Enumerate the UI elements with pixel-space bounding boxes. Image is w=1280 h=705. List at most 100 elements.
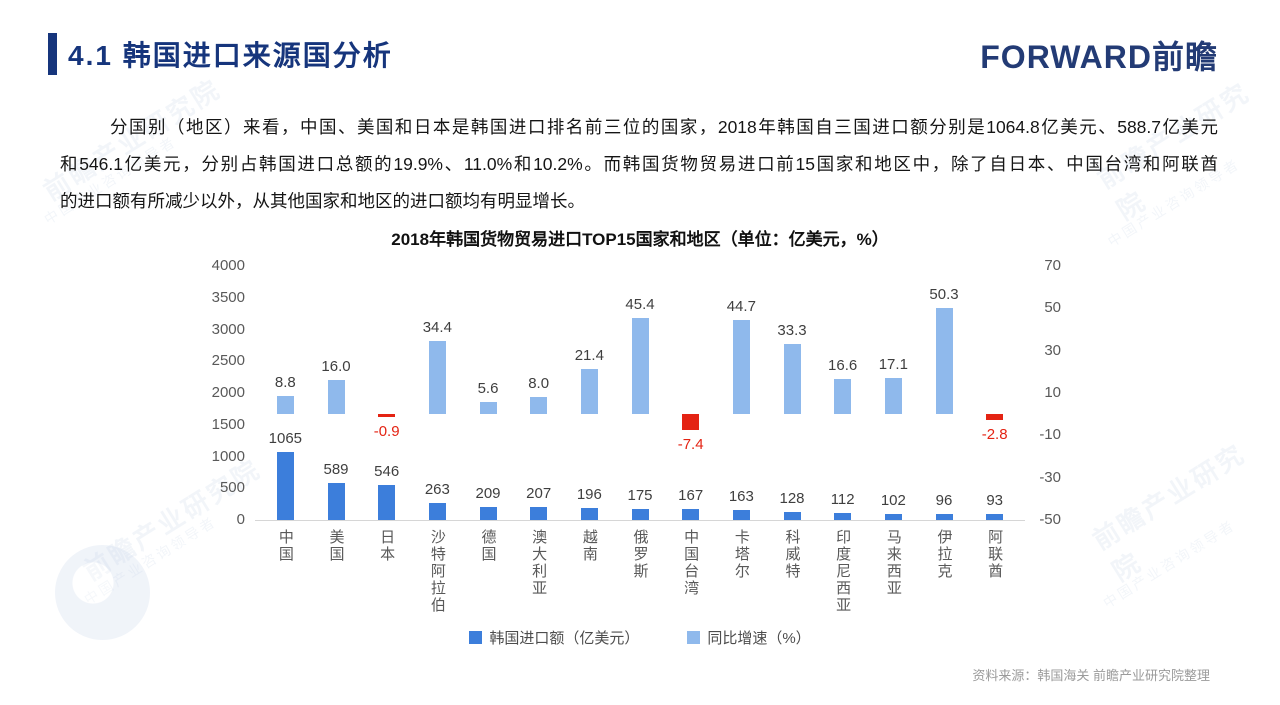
- import-bar: [378, 485, 396, 520]
- import-bar: [580, 507, 598, 520]
- growth-bar: [732, 319, 750, 415]
- import-bar: [935, 513, 953, 520]
- growth-value-label: 8.8: [274, 373, 296, 391]
- import-value-label: 102: [880, 491, 906, 509]
- import-value-label: 589: [323, 460, 349, 478]
- legend-swatch-imports: [469, 631, 483, 644]
- category-label: 沙特阿拉伯: [428, 529, 446, 614]
- growth-bar: [935, 307, 953, 415]
- growth-value-label: 45.4: [625, 296, 655, 314]
- growth-value-label: -7.4: [677, 435, 704, 453]
- legend-label-growth: 同比增速（%）: [707, 630, 811, 647]
- body-paragraph: 分国别（地区）来看，中国、美国和日本是韩国进口排名前三位的国家，2018年韩国自…: [60, 109, 1218, 220]
- import-bar: [682, 509, 700, 520]
- growth-bar-negative: [378, 414, 396, 417]
- paragraph-line: 分国别（地区）来看，中国、美国和日本是韩国进口排名前三位的国家，2018年韩国自…: [110, 117, 1218, 137]
- watermark-text: 前瞻产业研究院: [1087, 437, 1251, 588]
- import-value-label: 196: [576, 485, 602, 503]
- growth-value-label: 33.3: [777, 321, 807, 339]
- import-bar: [783, 511, 801, 520]
- growth-value-label: 50.3: [929, 285, 959, 303]
- growth-bar: [428, 341, 446, 415]
- right-axis-tick: 10: [1044, 384, 1061, 401]
- category-label: 澳大利亚: [530, 529, 548, 597]
- import-bar: [479, 506, 497, 520]
- chart-title: 2018年韩国货物贸易进口TOP15国家和地区（单位：亿美元，%）: [391, 230, 889, 249]
- import-bar: [530, 506, 548, 520]
- watermark-right-middle: 前瞻产业研究院 中国产业咨询领导者: [1087, 438, 1280, 611]
- growth-bar-negative: [682, 414, 700, 430]
- import-bar: [884, 513, 902, 520]
- category-label: 中国台湾: [682, 529, 700, 597]
- category-label: 俄罗斯: [631, 529, 649, 580]
- page-title: 4.1 韩国进口来源国分析: [68, 40, 393, 71]
- watermark-logo-circle: [55, 545, 150, 640]
- import-value-label: 207: [526, 484, 552, 502]
- growth-value-label: 16.6: [828, 357, 858, 375]
- category-label: 日本: [378, 529, 396, 563]
- category-label: 卡塔尔: [732, 529, 750, 580]
- left-axis-tick: 0: [236, 511, 245, 528]
- right-axis-tick: -50: [1039, 511, 1061, 528]
- bar-chart: 4000 3500 3000 2500 2000 1500 1000 500 0 70 50 30 10…: [195, 250, 1095, 645]
- import-value-label: 175: [627, 486, 653, 504]
- left-axis-tick: 3500: [211, 288, 245, 306]
- watermark-text: 中国产业咨询领导者: [1100, 516, 1239, 612]
- paragraph-line: 的进口额有所减少以外，从其他国家和地区的进口额均有明显增长。: [60, 191, 585, 211]
- import-bar: [276, 452, 294, 520]
- category-label: 印度尼西亚: [834, 529, 852, 614]
- category-label: 阿联酋: [986, 529, 1004, 580]
- import-bar: [428, 503, 446, 520]
- legend-item-growth: 同比增速（%）: [687, 627, 811, 648]
- left-axis-tick: 4000: [211, 257, 245, 274]
- import-value-label: 128: [779, 489, 805, 507]
- growth-value-label: 5.6: [477, 380, 499, 398]
- growth-bar: [580, 368, 598, 415]
- import-bar: [986, 514, 1004, 520]
- growth-bar: [834, 379, 852, 415]
- growth-bar: [884, 377, 902, 415]
- category-label: 越南: [580, 529, 598, 563]
- growth-bar-negative: [986, 414, 1004, 421]
- growth-value-label: 16.0: [321, 358, 351, 376]
- growth-value-label: 17.1: [878, 355, 908, 373]
- right-axis-tick: 30: [1044, 341, 1061, 359]
- import-value-label: 1065: [268, 430, 303, 448]
- left-axis-tick: 500: [219, 479, 245, 497]
- category-label: 马来西亚: [884, 529, 902, 597]
- import-value-label: 96: [935, 491, 953, 509]
- import-bar: [327, 482, 345, 520]
- import-value-label: 167: [678, 487, 704, 505]
- category-label: 中国: [276, 529, 294, 563]
- import-value-label: 546: [374, 463, 400, 481]
- right-axis-tick: -10: [1039, 426, 1061, 444]
- category-label: 美国: [327, 529, 345, 563]
- growth-value-label: -0.9: [373, 422, 400, 440]
- right-axis-tick: -30: [1039, 468, 1061, 486]
- category-label: 伊拉克: [935, 529, 953, 580]
- import-value-label: 112: [830, 490, 855, 508]
- growth-value-label: 34.4: [422, 319, 452, 337]
- import-value-label: 93: [986, 492, 1003, 510]
- import-bar: [631, 508, 649, 520]
- left-axis-tick: 2000: [211, 384, 245, 401]
- growth-bar: [327, 380, 345, 415]
- chart-legend: 韩国进口额（亿美元） 同比增速（%）: [0, 627, 1280, 648]
- growth-value-label: 21.4: [574, 346, 604, 364]
- growth-value-label: -2.8: [981, 426, 1008, 444]
- growth-bar: [276, 395, 294, 415]
- legend-item-imports: 韩国进口额（亿美元）: [469, 627, 639, 648]
- legend-label-imports: 韩国进口额（亿美元）: [489, 630, 640, 647]
- import-value-label: 163: [728, 487, 754, 505]
- category-label: 德国: [479, 529, 497, 563]
- growth-bar: [479, 402, 497, 415]
- growth-bar: [530, 397, 548, 415]
- data-source-note: 资料来源：韩国海关 前瞻产业研究院整理: [972, 668, 1210, 683]
- right-axis-tick: 70: [1044, 257, 1061, 274]
- forward-logo: FORWARD前瞻: [980, 39, 1218, 75]
- import-value-label: 263: [424, 481, 450, 499]
- title-accent-bar: [48, 33, 57, 75]
- right-axis-tick: 50: [1044, 299, 1061, 317]
- growth-value-label: 44.7: [726, 297, 756, 315]
